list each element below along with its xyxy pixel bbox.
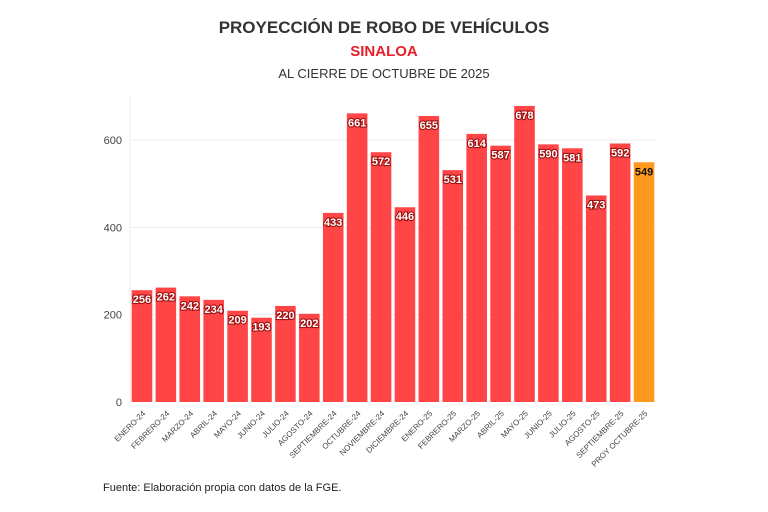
data-label: 614 <box>468 138 487 150</box>
bar <box>514 105 535 402</box>
bar <box>179 296 201 402</box>
data-label: 234 <box>205 304 224 316</box>
bar <box>394 207 416 402</box>
bar <box>227 310 248 402</box>
bar <box>346 113 368 402</box>
data-label: 572 <box>372 156 390 168</box>
data-label: 549 <box>635 166 653 178</box>
bar <box>299 313 320 402</box>
data-label: 242 <box>181 300 199 312</box>
bar <box>466 133 487 403</box>
source-note: Fuente: Elaboración propia con datos de … <box>103 482 342 494</box>
y-tick-label: 200 <box>104 310 122 322</box>
bar <box>418 115 440 402</box>
chart-subtitle-date: AL CIERRE DE OCTUBRE DE 2025 <box>278 66 490 81</box>
bar <box>609 143 631 402</box>
chart-title: PROYECCIÓN DE ROBO DE VEHÍCULOS <box>218 18 550 37</box>
data-label: 202 <box>300 318 318 330</box>
data-label: 587 <box>491 150 509 162</box>
bar <box>203 299 224 402</box>
bar <box>251 317 272 402</box>
y-tick-label: 0 <box>116 397 122 409</box>
data-label: 531 <box>444 174 462 186</box>
chart-subtitle: SINALOA <box>350 43 418 60</box>
data-label: 661 <box>348 117 366 129</box>
data-label: 209 <box>228 315 246 327</box>
bar <box>633 162 655 402</box>
bar <box>585 195 607 402</box>
bar <box>538 144 559 402</box>
data-label: 592 <box>611 147 629 159</box>
bar <box>155 287 177 402</box>
bar <box>490 145 511 402</box>
data-label: 220 <box>276 310 294 322</box>
bar <box>562 148 583 402</box>
y-tick-label: 600 <box>104 135 122 147</box>
data-label: 678 <box>515 110 533 122</box>
data-label: 590 <box>539 148 557 160</box>
data-label: 446 <box>396 211 414 223</box>
data-label: 433 <box>324 217 342 229</box>
y-tick-label: 400 <box>104 222 122 234</box>
bar <box>275 305 296 402</box>
data-label: 256 <box>133 294 151 306</box>
bar <box>131 290 153 402</box>
data-label: 581 <box>563 152 581 164</box>
bar <box>370 152 392 402</box>
data-label: 262 <box>157 292 175 304</box>
data-label: 473 <box>587 199 605 211</box>
data-label: 655 <box>420 120 438 132</box>
bar <box>442 170 464 402</box>
data-label: 193 <box>252 322 270 334</box>
bar <box>322 212 344 402</box>
